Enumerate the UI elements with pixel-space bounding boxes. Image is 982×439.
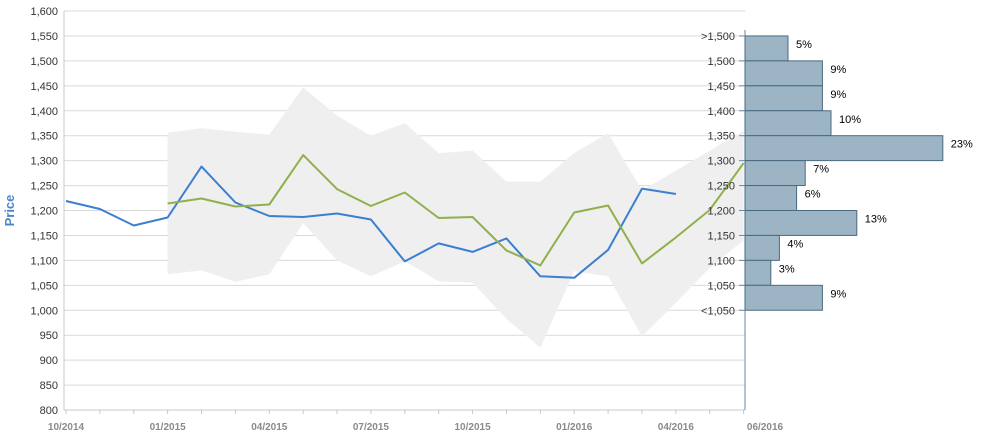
- histogram-category-label: >1,500: [701, 31, 735, 43]
- histogram-pct-label: 9%: [830, 89, 846, 101]
- histogram-bar: [744, 284, 823, 311]
- axis-labels: 800 850 900 950 1,000 1,050 1,100 1,150 1,200 1,2…: [2, 6, 784, 433]
- distribution-histogram: 5% 9% 9% 10% 23% 7% 6% 13% 4% 3% 9% >1,500 1,500 1,45…: [701, 31, 973, 317]
- x-tick-label: 10/2015: [454, 422, 491, 433]
- series-line-1: [167, 154, 745, 267]
- histogram-category-label: 1,300: [707, 156, 735, 168]
- y-tick-label: 1,100: [30, 255, 58, 267]
- y-tick-label: 1,250: [30, 181, 58, 193]
- histogram-category-label: 1,200: [707, 206, 735, 218]
- y-tick-label: 1,050: [30, 280, 58, 292]
- histogram-category-label: 1,350: [707, 131, 735, 143]
- histogram-pct-label: 3%: [779, 263, 795, 275]
- y-tick-label: 1,450: [30, 81, 58, 93]
- y-tick-label: 1,150: [30, 230, 58, 242]
- x-tick-label: 06/2016: [747, 422, 784, 433]
- y-tick-label: 1,550: [30, 31, 58, 43]
- histogram-pct-label: 23%: [951, 139, 973, 151]
- y-tick-label: 1,400: [30, 106, 58, 118]
- histogram-bar: [744, 60, 823, 87]
- histogram-pct-label: 6%: [805, 189, 821, 201]
- histogram-bar: [744, 160, 806, 187]
- x-tick-label: 04/2015: [251, 422, 288, 433]
- histogram-bar: [744, 35, 789, 62]
- y-tick-label: 950: [40, 330, 58, 342]
- histogram-category-label: 1,400: [707, 106, 735, 118]
- y-tick-label: 1,350: [30, 131, 58, 143]
- histogram-pct-label: 5%: [796, 39, 812, 51]
- histogram-pct-label: 7%: [813, 164, 829, 176]
- y-tick-label: 900: [40, 355, 58, 367]
- histogram-category-label: 1,100: [707, 255, 735, 267]
- y-tick-label: 800: [40, 405, 58, 417]
- histogram-bar: [744, 85, 823, 112]
- histogram-pct-label: 9%: [830, 64, 846, 76]
- y-tick-label: 1,200: [30, 206, 58, 218]
- histogram-pct-label: 9%: [830, 288, 846, 300]
- price-lines: [65, 154, 745, 279]
- histogram-category-label: 1,050: [707, 280, 735, 292]
- histogram-bar: [744, 210, 858, 236]
- histogram-category-label: 1,250: [707, 181, 735, 193]
- y-axis-title: Price: [2, 195, 17, 227]
- x-tick-label: 10/2014: [48, 422, 85, 433]
- x-tick-label: 01/2015: [150, 422, 187, 433]
- histogram-bar: [744, 234, 780, 261]
- y-tick-label: 1,500: [30, 56, 58, 68]
- histogram-category-label: 1,500: [707, 56, 735, 68]
- histogram-bar: [744, 135, 944, 162]
- histogram-bar: [744, 259, 772, 286]
- y-tick-label: 1,300: [30, 156, 58, 168]
- histogram-bar: [744, 185, 798, 211]
- x-tick-label: 04/2016: [658, 422, 695, 433]
- histogram-pct-label: 13%: [865, 214, 887, 226]
- histogram-bar: [744, 110, 832, 137]
- series-line-0: [65, 165, 677, 279]
- histogram-pct-label: 4%: [787, 238, 803, 250]
- x-tick-label: 01/2016: [556, 422, 593, 433]
- histogram-category-label: 1,450: [707, 81, 735, 93]
- y-tick-label: 850: [40, 380, 58, 392]
- histogram-category-label: 1,150: [707, 230, 735, 242]
- histogram-category-label: <1,050: [701, 305, 735, 317]
- x-tick-label: 07/2015: [353, 422, 390, 433]
- y-tick-label: 1,000: [30, 305, 58, 317]
- y-tick-label: 1,600: [30, 6, 58, 18]
- histogram-pct-label: 10%: [839, 114, 861, 126]
